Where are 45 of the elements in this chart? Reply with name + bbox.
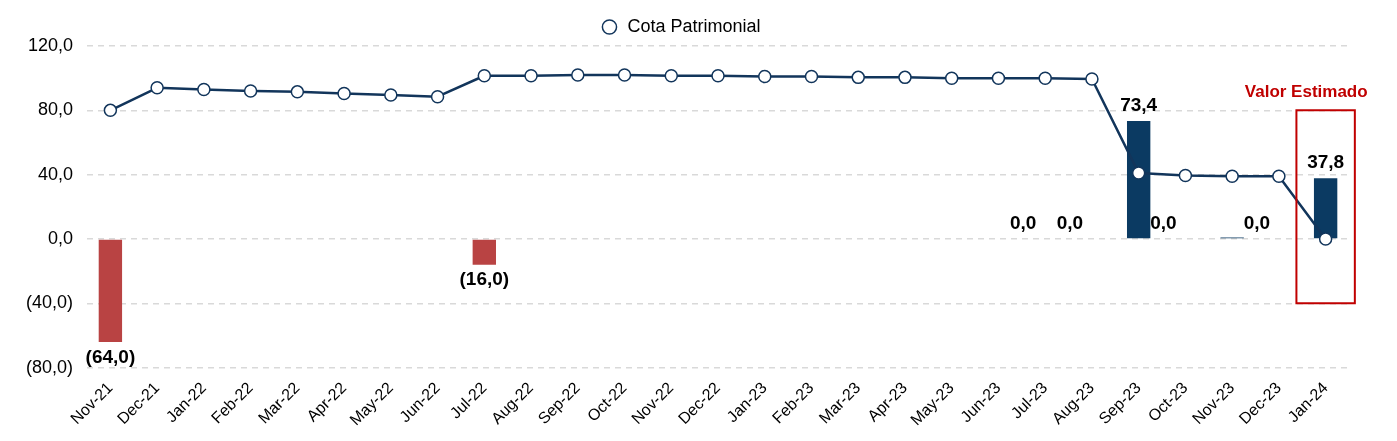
data-label: (64,0) <box>85 345 136 367</box>
point <box>944 71 959 85</box>
point <box>430 89 445 104</box>
point <box>1272 169 1286 184</box>
bar <box>472 239 496 265</box>
y-tick-label: 0,0 <box>47 227 74 248</box>
bar <box>98 239 123 342</box>
data-label: (16,0) <box>459 268 510 290</box>
point <box>851 70 865 85</box>
y-tick-label: 40,0 <box>37 163 74 184</box>
legend-label: Cota Patrimonial <box>627 15 761 36</box>
point <box>1131 166 1146 180</box>
point <box>991 71 1006 85</box>
point <box>290 85 305 99</box>
point <box>1318 232 1333 246</box>
point <box>197 82 211 97</box>
point <box>103 103 118 118</box>
data-label: 0,0 <box>1009 211 1037 233</box>
y-tick-label: (40,0) <box>25 292 74 313</box>
point <box>384 88 398 102</box>
point <box>1178 168 1193 183</box>
point <box>898 70 912 85</box>
point <box>524 69 538 83</box>
point <box>571 68 585 82</box>
point <box>1038 71 1052 85</box>
point <box>337 86 351 101</box>
y-tick-label: 120,0 <box>27 34 74 55</box>
y-tick-label: 80,0 <box>37 99 74 120</box>
point <box>617 68 632 82</box>
point <box>1225 169 1239 184</box>
point <box>758 69 772 84</box>
point <box>150 81 164 95</box>
data-label: 73,4 <box>1120 93 1158 115</box>
data-label: 0,0 <box>1056 211 1084 233</box>
annotation: Valor Estimado <box>1244 81 1368 101</box>
data-label: 0,0 <box>1243 211 1271 233</box>
point <box>804 69 819 84</box>
data-label: 37,8 <box>1307 150 1345 172</box>
point <box>664 69 679 83</box>
point <box>711 69 725 83</box>
point <box>1085 72 1099 86</box>
data-label: 0,0 <box>1150 211 1177 233</box>
point <box>243 84 258 98</box>
y-tick-label: (80,0) <box>25 356 74 377</box>
point <box>477 69 492 83</box>
